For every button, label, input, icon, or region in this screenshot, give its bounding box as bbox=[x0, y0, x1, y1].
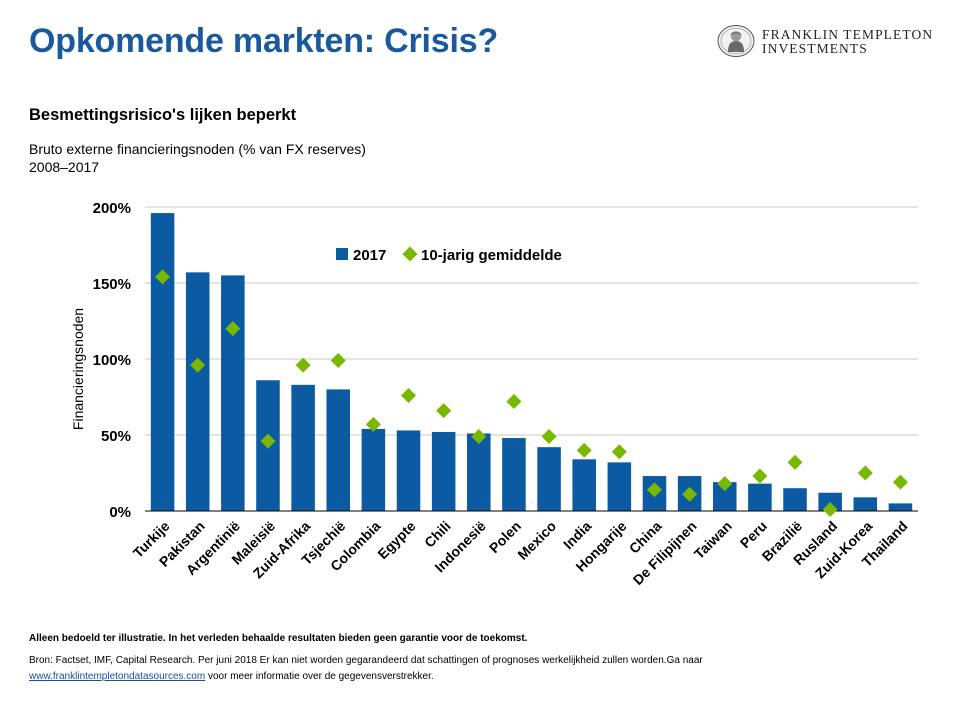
page-title: Opkomende markten: Crisis? bbox=[29, 22, 499, 60]
bar-chart: 0%50%100%150%200%FinancieringsnodenTurki… bbox=[70, 200, 918, 588]
logo-line-1: FRANKLIN TEMPLETON bbox=[762, 27, 934, 42]
bar bbox=[853, 497, 878, 511]
bar bbox=[783, 488, 807, 511]
disclaimer: Alleen bedoeld ter illustratie. In het v… bbox=[29, 633, 528, 644]
source-note: Bron: Factset, IMF, Capital Research. Pe… bbox=[29, 653, 703, 685]
average-marker bbox=[682, 486, 698, 502]
bar bbox=[502, 438, 526, 511]
average-marker bbox=[752, 468, 768, 484]
average-marker bbox=[436, 403, 452, 419]
legend-swatch-2017 bbox=[336, 248, 348, 260]
bar bbox=[396, 430, 421, 511]
source-line-2-text: voor meer informatie over de gegevensver… bbox=[205, 671, 434, 682]
bar bbox=[185, 272, 210, 511]
bar bbox=[150, 213, 175, 511]
source-line-2: www.franklintempletondatasources.com voo… bbox=[29, 669, 703, 685]
average-marker bbox=[576, 442, 592, 458]
average-marker bbox=[330, 353, 346, 369]
legend-label-average: 10-jarig gemiddelde bbox=[421, 247, 562, 264]
bar bbox=[467, 433, 491, 511]
average-marker bbox=[155, 269, 171, 285]
average-marker bbox=[365, 416, 381, 432]
legend-label-2017: 2017 bbox=[353, 247, 386, 264]
chart-description: Bruto externe financieringsnoden (% van … bbox=[29, 140, 366, 176]
bar bbox=[712, 482, 737, 511]
average-marker bbox=[295, 357, 311, 373]
average-marker bbox=[892, 474, 908, 490]
data-sources-link[interactable]: www.franklintempletondatasources.com bbox=[29, 671, 206, 682]
y-tick-label: 0% bbox=[109, 504, 131, 521]
average-marker bbox=[471, 429, 487, 445]
bar bbox=[748, 483, 772, 511]
legend-swatch-average bbox=[402, 246, 418, 262]
bar bbox=[326, 389, 351, 511]
y-tick-label: 50% bbox=[101, 428, 131, 445]
bar bbox=[818, 492, 842, 511]
average-marker bbox=[787, 454, 803, 470]
benjamin-franklin-portrait-icon bbox=[717, 25, 755, 57]
average-marker bbox=[401, 387, 417, 403]
average-marker bbox=[857, 465, 873, 481]
average-marker bbox=[611, 444, 627, 460]
description-line-1: Bruto externe financieringsnoden (% van … bbox=[29, 141, 366, 157]
average-marker bbox=[646, 482, 662, 498]
bar bbox=[361, 428, 386, 511]
company-logo: FRANKLIN TEMPLETON INVESTMENTS bbox=[716, 24, 936, 60]
bar bbox=[572, 459, 596, 511]
average-marker bbox=[822, 501, 838, 517]
average-marker bbox=[260, 433, 276, 449]
average-marker bbox=[190, 357, 206, 373]
source-line-1: Bron: Factset, IMF, Capital Research. Pe… bbox=[29, 655, 703, 666]
logo-line-2: INVESTMENTS bbox=[762, 41, 868, 56]
bar bbox=[888, 503, 913, 511]
average-marker bbox=[506, 394, 522, 410]
y-tick-label: 100% bbox=[93, 352, 131, 369]
x-tick-label: Mexico bbox=[514, 518, 559, 563]
bar bbox=[291, 384, 315, 511]
bar bbox=[607, 462, 632, 511]
description-line-2: 2008–2017 bbox=[29, 159, 100, 175]
bar bbox=[431, 431, 456, 511]
bar bbox=[537, 447, 561, 511]
bar bbox=[221, 275, 245, 511]
y-tick-label: 150% bbox=[93, 276, 131, 293]
average-marker bbox=[541, 429, 557, 445]
x-tick-label: Taiwan bbox=[691, 518, 735, 562]
y-tick-label: 200% bbox=[93, 200, 131, 217]
chart-subtitle: Besmettingsrisico's lijken beperkt bbox=[29, 106, 297, 124]
x-tick-label: Egypte bbox=[374, 518, 418, 562]
average-marker bbox=[717, 476, 733, 492]
average-marker bbox=[225, 321, 241, 337]
y-axis-title: Financieringsnoden bbox=[70, 308, 86, 430]
